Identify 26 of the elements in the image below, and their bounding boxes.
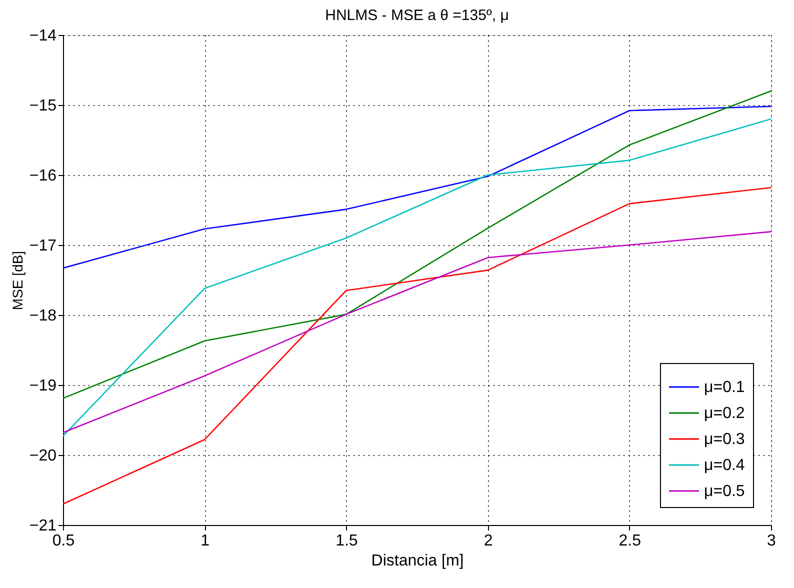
y-tick-label: −14 (29, 28, 57, 44)
y-tick-label: −20 (29, 448, 57, 464)
line-series (63, 106, 771, 269)
line-series (63, 231, 771, 434)
y-tick-label: −17 (29, 238, 57, 254)
x-tick-label: 2 (484, 532, 493, 550)
x-tick-label: 1.5 (336, 532, 358, 550)
x-tick-label: 0.5 (52, 532, 75, 550)
chart-title: HNLMS - MSE a θ =135º, μ (325, 7, 509, 24)
x-axis-title: Distancia [m] (371, 552, 464, 570)
x-tick-label: 1 (200, 532, 210, 550)
legend-label: μ=0.5 (704, 483, 745, 500)
y-tick-label: −19 (29, 378, 57, 394)
legend-label: μ=0.3 (704, 431, 745, 448)
y-tick-label: −15 (29, 98, 57, 114)
x-tick-label: 3 (767, 532, 776, 550)
y-tick-label: −16 (29, 168, 57, 184)
y-axis-title: MSE [dB] (9, 250, 26, 310)
x-tick-label: 2.5 (618, 532, 642, 550)
legend-label: μ=0.4 (704, 457, 745, 474)
line-series (63, 90, 771, 399)
y-tick-label: −18 (29, 308, 57, 324)
y-tick-label: −21 (29, 518, 57, 534)
legend-label: μ=0.2 (704, 405, 745, 422)
legend-label: μ=0.1 (704, 379, 745, 396)
line-series (63, 186, 771, 505)
